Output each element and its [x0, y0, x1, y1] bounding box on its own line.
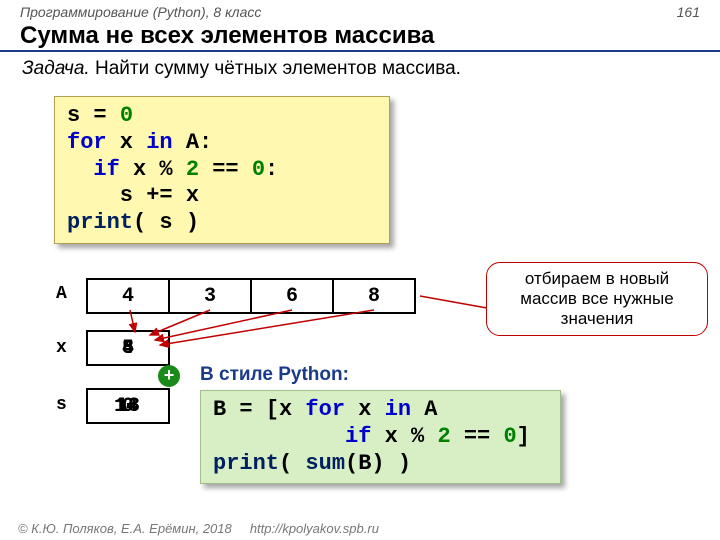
code-box-main: s = 0 for x in A: if x % 2 == 0: s += x … — [54, 96, 390, 244]
array-cell: 6 — [251, 279, 333, 313]
task-body: Найти сумму чётных элементов массива. — [90, 58, 461, 79]
callout-box: отбираем в новый массив все нужные значе… — [486, 262, 708, 336]
task-text: Задача. Найти сумму чётных элементов мас… — [0, 52, 720, 86]
array-table: 4 3 6 8 — [86, 278, 416, 314]
python-style-label: В стиле Python: — [200, 364, 349, 386]
copyright: © К.Ю. Поляков, Е.А. Ерёмин, 2018 — [18, 521, 232, 536]
s-box: 0 14 18 — [86, 388, 170, 424]
slide-title: Сумма не всех элементов массива — [0, 22, 720, 52]
s-cell: 0 14 18 — [87, 389, 169, 423]
s-label: s — [56, 395, 67, 415]
array-cell: 8 — [333, 279, 415, 313]
plus-icon: + — [158, 365, 180, 387]
array-cell: 3 — [169, 279, 251, 313]
array-label: A — [56, 284, 67, 304]
x-box: 4 3 8 5 — [86, 330, 170, 366]
task-label: Задача. — [22, 58, 90, 79]
page-number: 161 — [677, 4, 700, 20]
x-label: x — [56, 338, 67, 358]
code-box-python: B = [x for x in A if x % 2 == 0] print( … — [200, 390, 561, 484]
array-cell: 4 — [87, 279, 169, 313]
footer-url: http://kpolyakov.spb.ru — [250, 521, 379, 536]
course-label: Программирование (Python), 8 класс — [20, 4, 261, 20]
footer: © К.Ю. Поляков, Е.А. Ерёмин, 2018 http:/… — [18, 521, 379, 536]
x-cell: 4 3 8 5 — [87, 331, 169, 365]
